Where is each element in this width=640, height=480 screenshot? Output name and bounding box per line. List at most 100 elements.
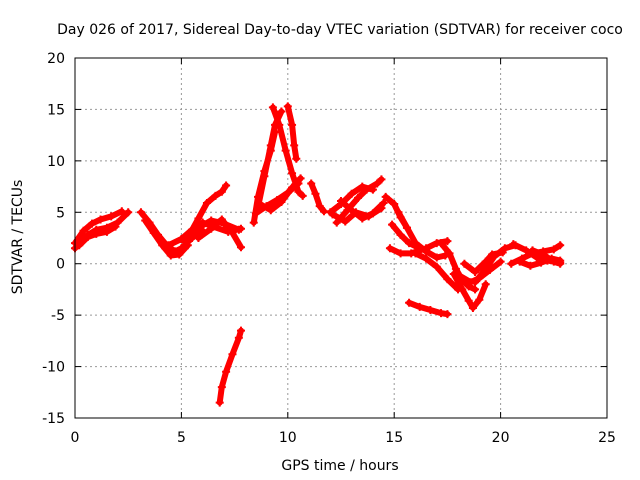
- data-point: [528, 246, 537, 255]
- data-point: [307, 179, 316, 188]
- data-point: [402, 223, 411, 232]
- data-point: [222, 181, 231, 190]
- data-point: [75, 241, 84, 250]
- data-point: [328, 210, 337, 219]
- data-point: [194, 234, 203, 242]
- data-point: [311, 189, 320, 198]
- data-point: [266, 206, 275, 215]
- series-track-2: [71, 207, 126, 248]
- data-point: [422, 244, 431, 253]
- series-line: [142, 217, 191, 259]
- data-point: [415, 302, 424, 311]
- data-point: [556, 241, 565, 250]
- data-point: [111, 222, 120, 231]
- data-point: [364, 212, 373, 221]
- data-point: [405, 298, 414, 307]
- data-point: [449, 270, 458, 278]
- data-point: [288, 183, 297, 192]
- data-point: [490, 252, 499, 261]
- data-point: [298, 191, 307, 200]
- data-point: [141, 216, 150, 225]
- data-point: [207, 216, 216, 225]
- data-point: [102, 227, 111, 236]
- y-tick-label: 10: [47, 154, 65, 170]
- data-point: [215, 398, 224, 407]
- series-track-9: [181, 216, 243, 247]
- data-point: [426, 306, 435, 314]
- data-point: [437, 309, 446, 318]
- data-point: [319, 207, 328, 216]
- data-point: [537, 258, 546, 267]
- data-point: [556, 259, 565, 268]
- data-point: [373, 179, 382, 188]
- data-point: [394, 208, 403, 217]
- data-point: [175, 250, 184, 259]
- y-tick-label: 20: [47, 51, 65, 67]
- data-point: [377, 175, 386, 184]
- data-point: [460, 259, 469, 268]
- series-track-36: [528, 246, 565, 268]
- x-tick-label: 5: [177, 430, 186, 446]
- data-point: [354, 193, 363, 202]
- data-point: [381, 192, 390, 201]
- series-track-27: [405, 298, 452, 319]
- y-tick-label: 5: [56, 205, 65, 221]
- data-point: [471, 285, 480, 294]
- data-point: [396, 230, 405, 239]
- data-point: [251, 209, 260, 218]
- y-axis-label: SDTVAR / TECUs: [10, 180, 26, 295]
- series-line: [450, 271, 489, 311]
- series-track-8: [194, 215, 245, 252]
- series-track-29: [449, 270, 490, 312]
- data-point: [277, 107, 286, 116]
- data-point: [283, 102, 292, 111]
- data-point: [443, 275, 452, 284]
- data-point: [217, 383, 226, 392]
- data-point: [181, 238, 190, 247]
- data-point: [236, 326, 245, 335]
- y-tick-label: -10: [42, 360, 65, 376]
- data-point: [481, 264, 490, 273]
- series-track-14: [283, 102, 301, 163]
- data-point: [422, 254, 431, 263]
- data-point: [79, 226, 88, 235]
- data-point: [437, 239, 446, 248]
- data-point: [219, 219, 228, 228]
- data-point: [451, 264, 460, 273]
- data-point: [471, 278, 480, 287]
- x-tick-label: 25: [598, 430, 616, 446]
- data-point: [202, 199, 211, 208]
- x-tick-label: 0: [71, 430, 80, 446]
- data-point: [468, 303, 477, 312]
- data-point: [515, 257, 524, 266]
- series-track-13: [268, 103, 307, 200]
- data-point: [315, 202, 324, 211]
- data-point: [117, 207, 126, 216]
- data-point: [207, 224, 216, 233]
- data-point: [549, 257, 558, 266]
- data-point: [432, 262, 441, 271]
- data-point: [268, 103, 277, 112]
- series-line: [529, 247, 564, 267]
- data-point: [107, 212, 116, 221]
- data-point: [288, 169, 297, 178]
- data-point: [166, 251, 175, 260]
- data-point: [358, 182, 367, 191]
- data-point: [475, 295, 484, 304]
- y-tick-label: -15: [42, 411, 65, 427]
- data-point: [288, 120, 297, 129]
- data-point: [390, 200, 399, 209]
- x-tick-label: 15: [385, 430, 403, 446]
- data-point: [260, 172, 269, 181]
- data-point: [337, 196, 345, 205]
- series-track-21: [328, 204, 386, 226]
- data-point: [228, 350, 237, 359]
- data-point: [124, 208, 133, 217]
- series-track-16: [256, 174, 305, 215]
- data-point: [539, 250, 548, 259]
- data-point: [445, 249, 454, 258]
- data-point: [136, 208, 145, 217]
- x-axis-label: GPS time / hours: [281, 458, 398, 474]
